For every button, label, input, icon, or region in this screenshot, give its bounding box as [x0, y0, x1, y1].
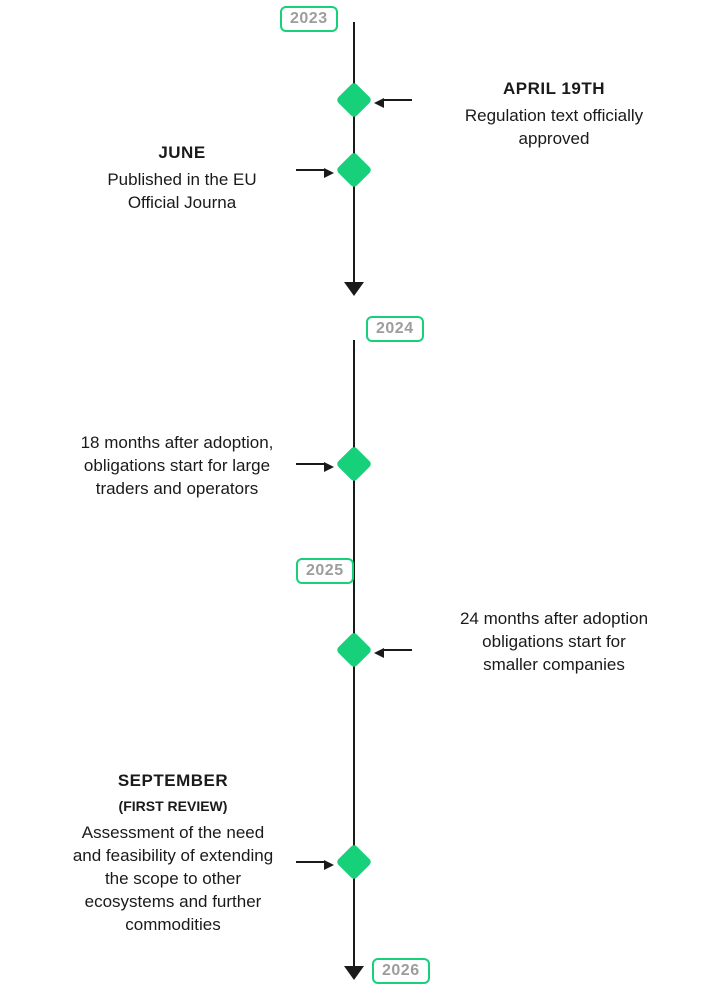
timeline-item-desc: 18 months after adoption, obligations st… [70, 432, 284, 501]
timeline-node-marker-icon [336, 152, 373, 189]
timeline-arrowhead-icon [344, 966, 364, 980]
timeline-item-title: SEPTEMBER [66, 770, 280, 793]
timeline-item: SEPTEMBER (FIRST REVIEW) Assessment of t… [66, 770, 280, 937]
timeline-node-marker-icon [336, 844, 373, 881]
connector-arrow-icon [374, 645, 384, 655]
timeline-canvas: 2023 2024 2025 2026 APRIL 19TH Regulatio… [0, 0, 707, 1000]
timeline-item-title: JUNE [82, 142, 282, 165]
timeline-item: JUNE Published in the EU Official Journa [82, 142, 282, 215]
connector-arrow-icon [324, 857, 334, 867]
timeline-item: APRIL 19TH Regulation text officially ap… [454, 78, 654, 151]
timeline-item-desc: 24 months after adoption obligations sta… [454, 608, 654, 677]
connector-arrow-icon [324, 459, 334, 469]
timeline-item: 24 months after adoption obligations sta… [454, 608, 654, 677]
year-badge: 2023 [280, 6, 338, 32]
timeline-node-marker-icon [336, 446, 373, 483]
year-badge: 2025 [296, 558, 354, 584]
timeline-item-desc: Assessment of the need and feasibility o… [66, 822, 280, 937]
timeline-item-title: APRIL 19TH [454, 78, 654, 101]
timeline-node-marker-icon [336, 82, 373, 119]
connector-arrow-icon [374, 95, 384, 105]
timeline-item-desc: Regulation text officially approved [454, 105, 654, 151]
timeline-connector [382, 649, 412, 651]
timeline-connector [296, 463, 326, 465]
timeline-connector [296, 169, 326, 171]
timeline-item-subtitle: (FIRST REVIEW) [66, 797, 280, 816]
timeline-item: 18 months after adoption, obligations st… [70, 432, 284, 501]
timeline-item-desc: Published in the EU Official Journa [82, 169, 282, 215]
timeline-connector [296, 861, 326, 863]
year-badge: 2026 [372, 958, 430, 984]
timeline-node-marker-icon [336, 632, 373, 669]
year-badge: 2024 [366, 316, 424, 342]
timeline-arrowhead-icon [344, 282, 364, 296]
connector-arrow-icon [324, 165, 334, 175]
timeline-connector [382, 99, 412, 101]
